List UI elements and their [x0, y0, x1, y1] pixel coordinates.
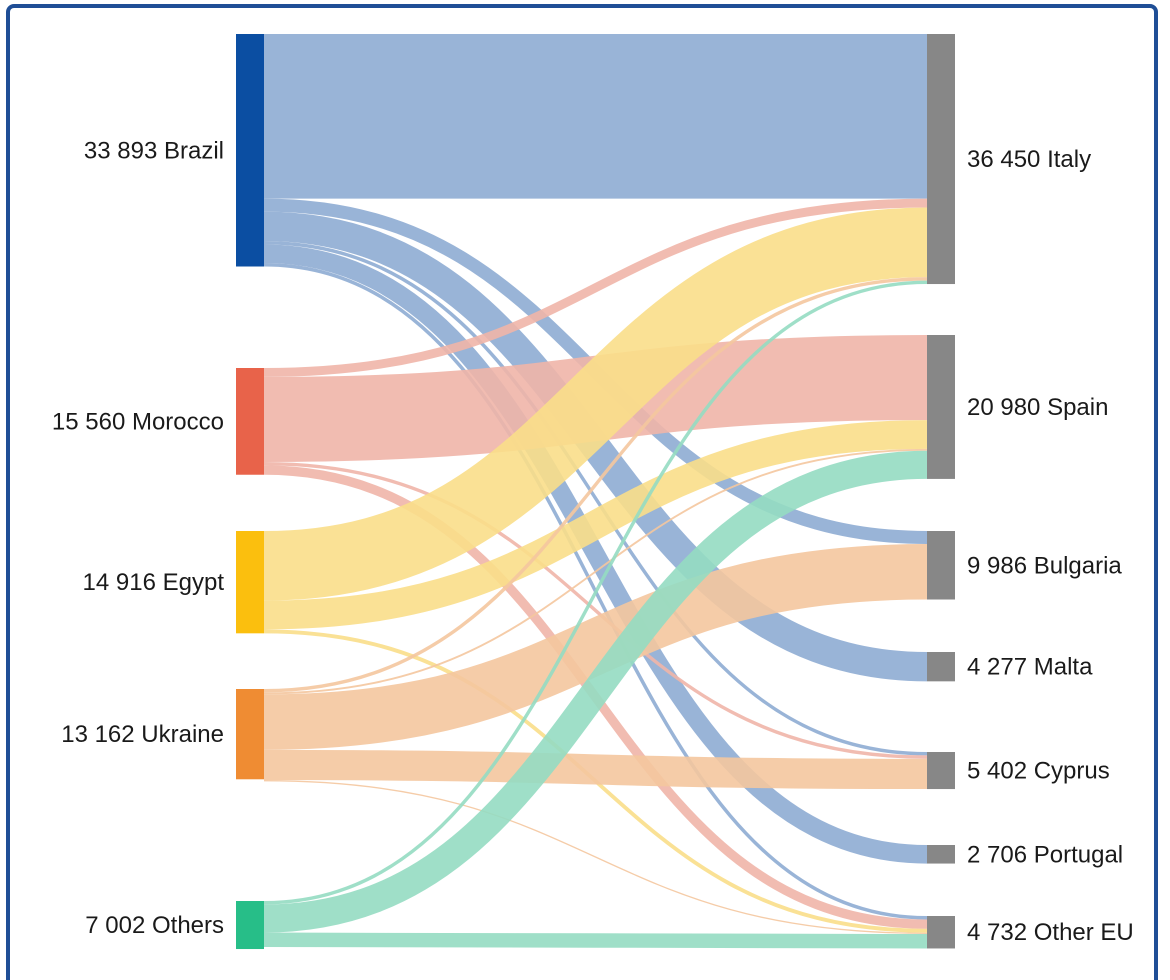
link-egypt-to-italy — [263, 207, 928, 601]
target-node-italy — [927, 34, 955, 285]
nodes-layer — [236, 34, 955, 950]
source-node-morocco — [236, 368, 264, 475]
link-morocco-to-italy — [263, 198, 928, 377]
source-label-ukraine: 13 162 Ukraine — [61, 721, 224, 748]
target-node-malta — [927, 652, 955, 682]
target-label-cyprus: 5 402 Cyprus — [967, 758, 1110, 785]
target-label-bulgaria: 9 986 Bulgaria — [967, 552, 1122, 579]
source-label-others: 7 002 Others — [85, 912, 224, 939]
target-label-italy: 36 450 Italy — [967, 146, 1091, 173]
link-morocco-to-cyprus — [263, 461, 928, 759]
target-node-portugal — [927, 845, 955, 864]
target-node-bulgaria — [927, 531, 955, 600]
target-label-spain: 20 980 Spain — [967, 394, 1108, 421]
link-ukraine-to-italy — [263, 277, 928, 693]
source-label-brazil: 33 893 Brazil — [84, 137, 224, 164]
source-node-egypt — [236, 531, 264, 634]
source-label-morocco: 15 560 Morocco — [52, 408, 224, 435]
source-node-brazil — [236, 34, 264, 267]
source-node-ukraine — [236, 689, 264, 780]
link-egypt-to-spain — [263, 420, 928, 630]
link-ukraine-to-bulgaria — [263, 544, 928, 750]
target-node-cyprus — [927, 752, 955, 790]
source-label-egypt: 14 916 Egypt — [83, 569, 225, 596]
link-brazil-to-cyprus — [263, 241, 928, 756]
link-brazil-to-portugal — [263, 244, 928, 864]
source-node-others — [236, 901, 264, 950]
link-ukraine-to-cyprus — [263, 749, 928, 790]
labels-layer: 33 893 Brazil 15 560 Morocco 14 916 Egypt 1… — [52, 137, 1134, 946]
link-ukraine-to-other-eu — [263, 780, 928, 935]
link-ukraine-to-spain — [263, 448, 928, 695]
target-label-portugal: 2 706 Portugal — [967, 841, 1123, 868]
links-layer — [263, 33, 928, 949]
target-node-spain — [927, 335, 955, 479]
target-label-malta: 4 277 Malta — [967, 654, 1093, 681]
target-label-other-eu: 4 732 Other EU — [967, 919, 1134, 946]
link-others-to-italy — [263, 280, 928, 905]
link-others-to-other-eu — [263, 932, 928, 949]
target-node-other-eu — [927, 916, 955, 949]
link-others-to-spain — [263, 450, 928, 933]
